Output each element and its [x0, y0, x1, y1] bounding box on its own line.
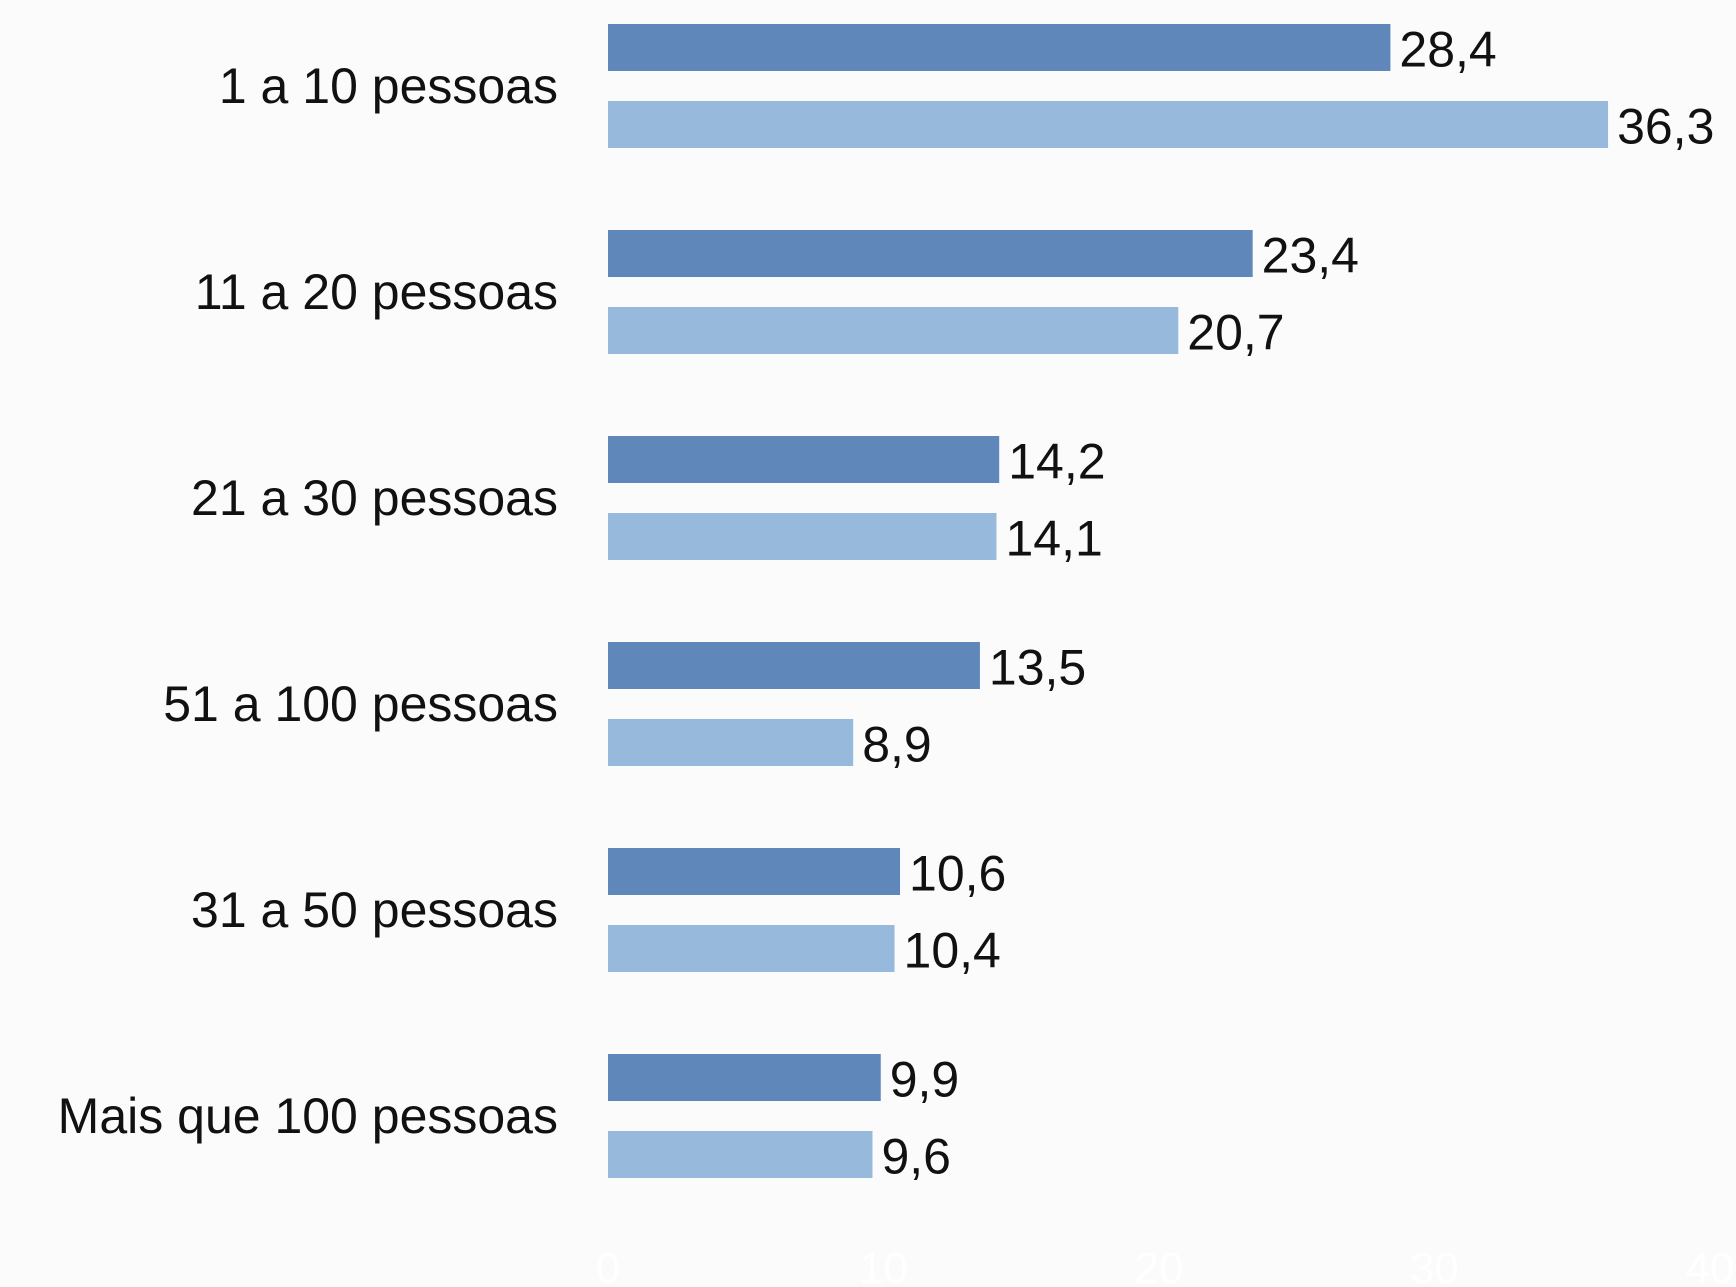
x-tick-label: 30 [1410, 1244, 1459, 1287]
x-axis-ticks: 0 10 20 30 40 [596, 1244, 1735, 1287]
category-label: 11 a 20 pessoas [195, 264, 558, 320]
value-label: 14,2 [1008, 434, 1105, 490]
x-tick-label: 10 [859, 1244, 908, 1287]
category-label: 51 a 100 pessoas [163, 676, 558, 732]
bar [608, 848, 901, 895]
category-labels: 1 a 10 pessoas 11 a 20 pessoas 21 a 30 pes… [58, 58, 558, 1144]
category-label: 31 a 50 pessoas [191, 882, 558, 938]
value-label: 9,9 [890, 1052, 960, 1108]
value-label: 28,4 [1399, 22, 1496, 78]
x-tick-label: 20 [1135, 1244, 1184, 1287]
bar [608, 101, 1609, 148]
category-label: 21 a 30 pessoas [191, 470, 558, 526]
value-label: 20,7 [1187, 305, 1284, 361]
value-labels-group: 28,4 36,3 23,4 20,7 14,2 14,1 13,5 8,9 10,6 10,4 9… [862, 22, 1714, 1185]
value-label: 36,3 [1617, 99, 1714, 155]
category-label: 1 a 10 pessoas [219, 58, 558, 114]
bar [608, 436, 1000, 483]
bars-group [608, 24, 1609, 1178]
x-tick-label: 0 [596, 1244, 620, 1287]
bar [608, 307, 1179, 354]
bar [608, 24, 1391, 71]
value-label: 10,4 [904, 923, 1001, 979]
bar [608, 642, 980, 689]
bar [608, 1054, 881, 1101]
value-label: 9,6 [881, 1129, 951, 1185]
category-label: Mais que 100 pessoas [58, 1088, 558, 1144]
x-tick-label: 40 [1686, 1244, 1735, 1287]
bar [608, 719, 854, 766]
bar [608, 230, 1253, 277]
value-label: 14,1 [1005, 511, 1102, 567]
value-label: 10,6 [909, 846, 1006, 902]
bar [608, 1131, 873, 1178]
bar [608, 513, 997, 560]
value-label: 13,5 [989, 640, 1086, 696]
value-label: 8,9 [862, 717, 932, 773]
bar [608, 925, 895, 972]
value-label: 23,4 [1262, 228, 1359, 284]
